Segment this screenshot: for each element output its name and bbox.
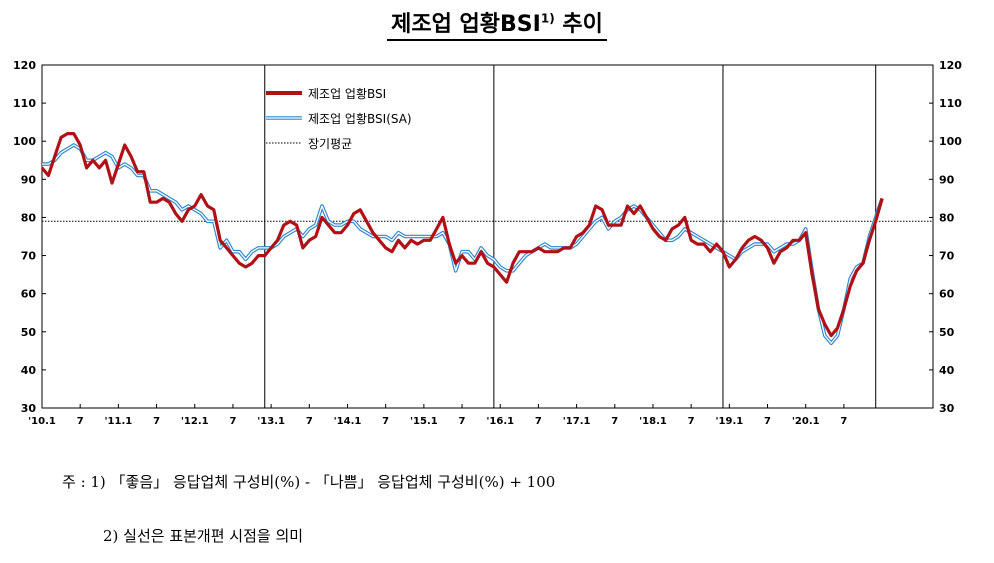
y-tick-label-right: 100	[939, 135, 962, 148]
x-tick-label: '12.1	[181, 416, 209, 427]
plot-frame	[41, 64, 934, 409]
chart-title: 제조업 업황BSI1) 추이	[0, 6, 994, 41]
series-line-bsi-sa-inner	[42, 144, 883, 344]
x-tick-label: '16.1	[486, 416, 514, 427]
x-tick-label: 7	[764, 416, 771, 427]
x-tick-label: '13.1	[257, 416, 285, 427]
chart-title-footnote-mark: 1)	[540, 11, 555, 26]
chart-title-underline: 제조업 업황BSI1) 추이	[387, 6, 607, 41]
x-tick-label: 7	[306, 416, 313, 427]
x-tick-label: '19.1	[715, 416, 743, 427]
y-tick-label-left: 50	[21, 326, 37, 339]
x-tick-label: 7	[153, 416, 160, 427]
y-tick-label-right: 60	[939, 288, 955, 301]
x-tick-label: 7	[535, 416, 542, 427]
bsi-line-chart: 30 30 40 40 50 50 60 60 70 70 80 80 90 90 100 100 110 110…	[13, 59, 962, 427]
x-tick-label: 7	[840, 416, 847, 427]
y-tick-label-left: 110	[13, 97, 36, 110]
y-tick-label-left: 90	[21, 173, 37, 186]
x-tick-label: 7	[688, 416, 695, 427]
y-tick-label-left: 30	[21, 402, 37, 415]
x-tick-label: '20.1	[792, 416, 820, 427]
y-tick-label-right: 90	[939, 173, 955, 186]
y-tick-label-left: 70	[21, 250, 37, 263]
x-tick-label: 7	[382, 416, 389, 427]
y-tick-label-right: 70	[939, 250, 955, 263]
x-tick-label: 7	[77, 416, 84, 427]
y-tick-label-right: 80	[939, 211, 955, 224]
x-tick-label: 7	[459, 416, 466, 427]
y-tick-label-right: 40	[939, 364, 955, 377]
x-tick-label: '17.1	[563, 416, 591, 427]
y-tick-label-left: 80	[21, 211, 37, 224]
x-tick-label: '18.1	[639, 416, 667, 427]
y-tick-label-left: 100	[13, 135, 36, 148]
x-tick-label: '14.1	[334, 416, 362, 427]
x-tick-label: 7	[229, 416, 236, 427]
footnote-1: 주 : 1) 「좋음」 응답업체 구성비(%) - 「나쁨」 응답업체 구성비(…	[62, 473, 556, 491]
y-tick-label-right: 50	[939, 326, 955, 339]
x-tick-label: '10.1	[28, 416, 56, 427]
footnotes: 주 : 1) 「좋음」 응답업체 구성비(%) - 「나쁨」 응답업체 구성비(…	[62, 437, 555, 563]
legend-label: 장기평균	[308, 137, 352, 151]
series-line-bsi	[40, 132, 884, 338]
footnote-2: 2) 실선은 표본개편 시점을 의미	[103, 527, 304, 545]
x-tick-label: '15.1	[410, 416, 438, 427]
legend-label: 제조업 업황BSI(SA)	[308, 112, 412, 126]
chart-title-text: 제조업 업황BSI	[391, 12, 541, 37]
y-tick-label-left: 120	[13, 59, 36, 72]
y-tick-label-right: 110	[939, 97, 962, 110]
x-tick-label: 7	[611, 416, 618, 427]
chart-title-suffix: 추이	[554, 12, 603, 37]
y-tick-label-left: 40	[21, 364, 37, 377]
legend-label: 제조업 업황BSI	[308, 87, 386, 101]
y-tick-label-left: 60	[21, 288, 37, 301]
y-tick-label-right: 120	[939, 59, 962, 72]
x-tick-label: '11.1	[105, 416, 133, 427]
y-tick-label-right: 30	[939, 402, 955, 415]
